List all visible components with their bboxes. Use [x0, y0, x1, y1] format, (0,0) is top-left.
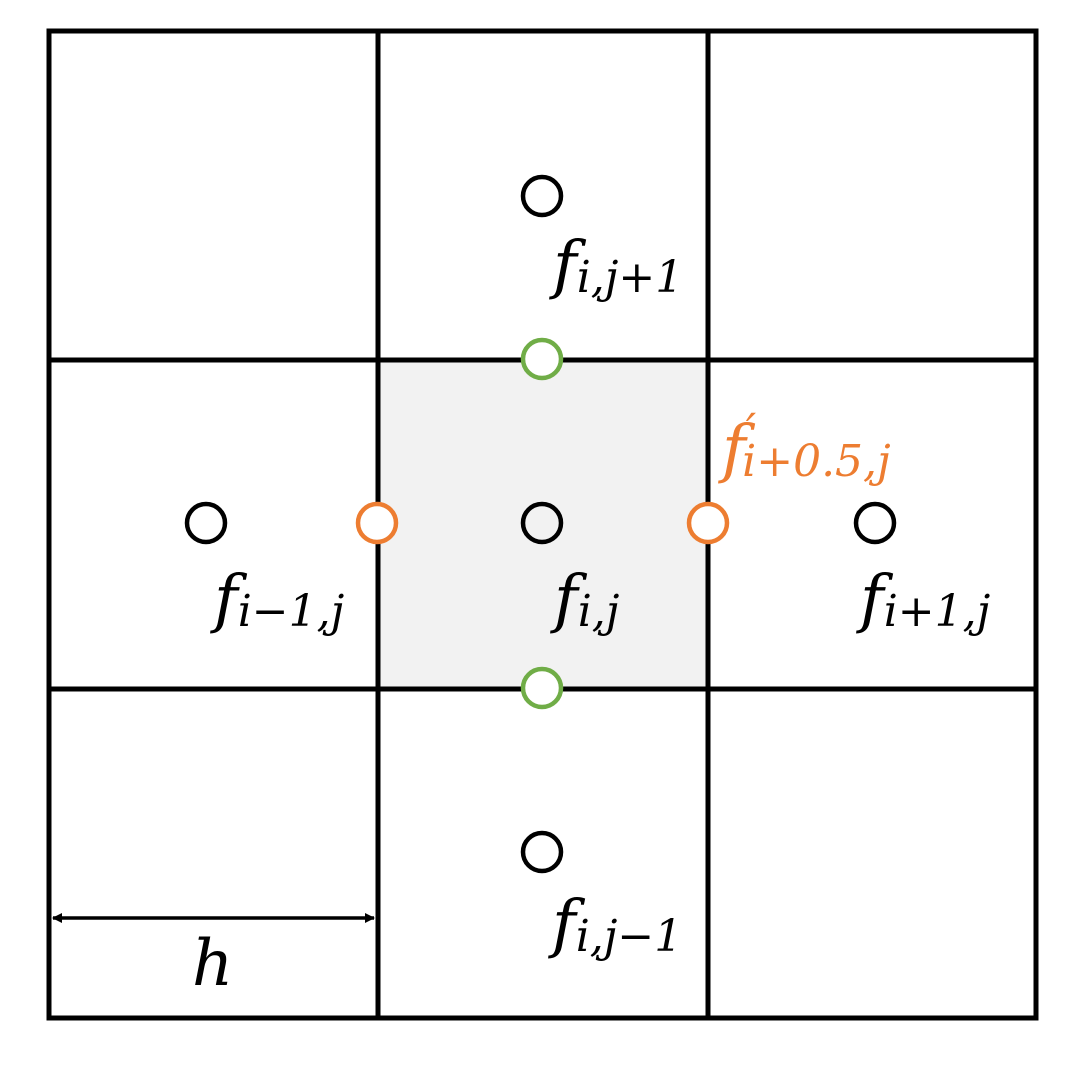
spacing-label: h: [192, 927, 233, 1001]
label-bottom: fi,j−1: [548, 887, 682, 962]
node-bottom: [520, 830, 564, 874]
node-right: [853, 501, 897, 545]
node-labels: fi,j+1 fi−1,j fi,j fi+1,j fi,j−1 f′ i+0.5…: [210, 228, 990, 962]
node-top: [520, 174, 564, 218]
node-center: [520, 501, 564, 545]
face-nodes: [355, 337, 730, 710]
spacing-dimension: h: [52, 913, 375, 1001]
label-top: fi,j+1: [549, 228, 683, 303]
center-cell: [378, 360, 708, 689]
grid-outer-border: [46, 28, 1039, 1021]
x-face-node-left: [355, 501, 399, 545]
label-face: f′ i+0.5,j: [718, 403, 891, 487]
grid: [46, 28, 1039, 1021]
x-face-node-right: [686, 501, 730, 545]
y-face-node-top: [520, 337, 564, 381]
cell-center-nodes: [184, 174, 897, 874]
label-right: fi+1,j: [856, 562, 990, 637]
label-left: fi−1,j: [210, 562, 344, 637]
y-face-node-bottom: [520, 666, 564, 710]
node-left: [184, 501, 228, 545]
